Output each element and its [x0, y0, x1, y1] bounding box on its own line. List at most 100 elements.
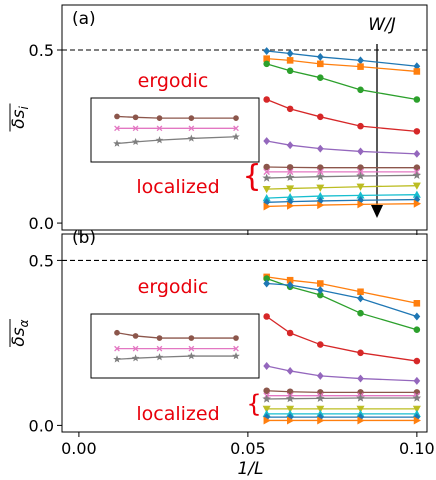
data-point — [286, 164, 294, 171]
y-axis-label-base: δs — [9, 327, 29, 346]
data-point — [286, 281, 294, 290]
localized-brace: { — [242, 159, 261, 194]
data-point — [357, 309, 364, 317]
data-point — [286, 57, 294, 64]
data-point — [413, 416, 421, 425]
series-1 — [263, 47, 421, 71]
data-point — [316, 52, 324, 61]
data-point — [263, 387, 270, 395]
series-1 — [263, 273, 421, 307]
series-12 — [263, 416, 421, 425]
data-point — [316, 371, 324, 380]
series-12 — [263, 199, 421, 211]
data-point — [413, 149, 421, 158]
data-point — [263, 60, 270, 68]
panel-label: (b) — [72, 228, 96, 248]
data-point — [263, 202, 271, 211]
y-axis-label: δsi — [9, 106, 31, 129]
data-point — [263, 416, 271, 425]
inset-data-point — [232, 132, 240, 140]
data-point — [357, 288, 364, 296]
data-point — [357, 164, 364, 171]
data-point — [413, 164, 421, 171]
data-point — [357, 349, 364, 357]
series-5 — [263, 362, 421, 385]
data-point — [317, 113, 324, 121]
data-point — [286, 185, 295, 193]
inset-data-point — [113, 355, 121, 363]
inset-data-point — [156, 345, 163, 352]
series-8 — [262, 170, 422, 182]
data-point — [262, 394, 271, 403]
inset-series-3 — [113, 132, 240, 147]
data-point — [413, 128, 421, 135]
series-line — [266, 98, 417, 132]
y-axis-label-subscript: α — [17, 319, 31, 327]
y-axis-label-base: δs — [9, 109, 29, 128]
localized-brace: { — [246, 390, 261, 418]
x-axis-label: 1/L — [237, 459, 263, 479]
data-point — [287, 416, 295, 425]
data-point — [357, 200, 365, 209]
series-4 — [263, 313, 421, 365]
data-point — [286, 67, 294, 75]
inset-series-1 — [114, 329, 239, 341]
inset-data-point — [132, 125, 139, 132]
arrow-label: W/J — [368, 15, 396, 35]
panel-b: 0.0 0.5 0.00 0.05 0.10 δsα 1/L (b) ergodic locali… — [9, 228, 435, 479]
data-point — [357, 147, 364, 156]
inset-series-2 — [114, 125, 239, 132]
data-point — [262, 405, 271, 414]
data-point — [316, 172, 325, 181]
series-7 — [263, 168, 421, 176]
series-2 — [263, 55, 421, 75]
inset-data-point — [114, 329, 120, 336]
data-point — [317, 168, 324, 176]
data-point — [286, 141, 294, 150]
data-point — [357, 374, 364, 383]
y-axis-label-subscript: i — [17, 106, 31, 110]
inset-data-point — [188, 125, 195, 132]
ergodic-label: ergodic — [138, 276, 209, 298]
data-point — [263, 362, 271, 370]
data-point — [285, 394, 295, 403]
inset-data-point — [114, 345, 120, 352]
data-point — [412, 405, 421, 414]
inset-data-point — [187, 134, 196, 142]
inset-series-1 — [114, 113, 239, 122]
series-8 — [262, 393, 422, 403]
data-point — [413, 68, 421, 75]
inset-data-point — [156, 115, 163, 122]
data-point — [286, 366, 294, 375]
data-point — [316, 286, 324, 295]
data-point — [413, 312, 421, 321]
y-axis-label: δsα — [9, 319, 31, 346]
inset-data-point — [156, 125, 163, 132]
series-6 — [263, 163, 421, 171]
data-point — [262, 186, 271, 194]
data-point — [356, 183, 365, 191]
data-point — [317, 201, 325, 210]
inset-data-point — [132, 345, 139, 352]
series-9 — [262, 182, 421, 194]
series-4 — [263, 96, 421, 135]
data-point — [317, 416, 325, 425]
data-point — [286, 329, 294, 337]
data-point — [286, 105, 294, 113]
inset-data-point — [187, 352, 196, 360]
data-point — [412, 393, 422, 402]
data-point — [263, 279, 271, 288]
inset — [90, 97, 260, 163]
series-2 — [263, 275, 421, 333]
series-6 — [263, 387, 421, 396]
inset-data-point — [233, 115, 239, 122]
data-point — [317, 164, 324, 171]
data-point — [262, 173, 271, 182]
inset-data-point — [233, 335, 239, 341]
inset-data-point — [188, 335, 195, 341]
inset-data-point — [132, 114, 139, 121]
series-5 — [263, 137, 421, 158]
data-point — [412, 182, 421, 190]
data-point — [413, 376, 421, 385]
